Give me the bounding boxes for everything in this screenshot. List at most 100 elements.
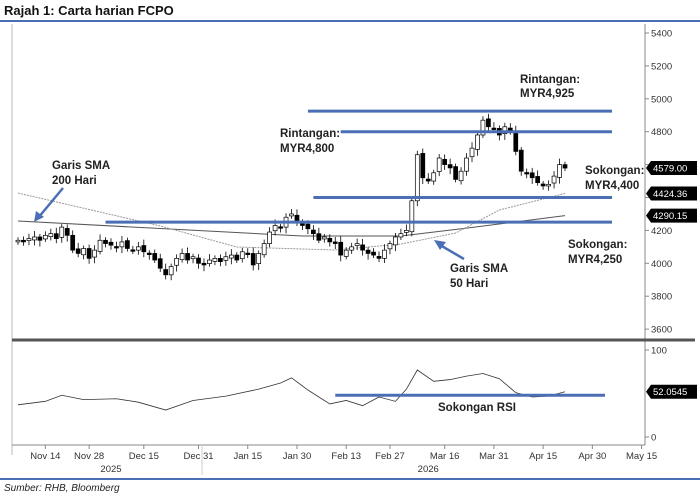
candle-body bbox=[152, 253, 158, 261]
x-tick-label: Dec 31 bbox=[183, 451, 213, 462]
rsi-tick-label: 100 bbox=[651, 346, 667, 357]
value-tag bbox=[646, 384, 697, 399]
x-tick-label: May 15 bbox=[626, 451, 657, 462]
sma50-line bbox=[17, 192, 566, 251]
candle-body bbox=[119, 241, 125, 248]
candle-body bbox=[486, 118, 491, 128]
rsi-support-label: Sokongan RSI bbox=[438, 402, 516, 414]
candle-body bbox=[414, 154, 420, 202]
price-tick-label: 3600 bbox=[651, 325, 672, 336]
level-value: MYR4,925 bbox=[520, 88, 575, 100]
x-tick-label: Apr 15 bbox=[529, 451, 557, 462]
candle-body bbox=[218, 258, 223, 263]
candle-body bbox=[349, 246, 355, 251]
candle-body bbox=[540, 183, 546, 187]
candle-body bbox=[81, 248, 86, 256]
candle-body bbox=[196, 257, 201, 264]
candle-body bbox=[114, 246, 119, 249]
candle-body bbox=[464, 157, 469, 172]
footer-divider bbox=[0, 478, 700, 480]
candle-body bbox=[201, 262, 207, 266]
candle-body bbox=[135, 246, 141, 251]
x-tick-label: Feb 27 bbox=[375, 451, 405, 462]
value-tag-label: 4290.15 bbox=[653, 211, 687, 222]
rsi-tick-label: 0 bbox=[651, 433, 656, 444]
candle-body bbox=[387, 243, 393, 250]
year-label: 2026 bbox=[418, 464, 439, 475]
candle-body bbox=[245, 252, 251, 255]
candle-body bbox=[376, 256, 382, 259]
candle-body bbox=[398, 233, 404, 238]
candle-body bbox=[491, 127, 497, 130]
candle-body bbox=[458, 170, 464, 182]
candle-body bbox=[404, 230, 409, 233]
candle-body bbox=[234, 254, 240, 261]
candle-body bbox=[267, 231, 272, 244]
candle-body bbox=[305, 223, 311, 230]
title-divider bbox=[0, 20, 700, 22]
x-tick-label: Apr 30 bbox=[578, 451, 606, 462]
candle-body bbox=[513, 131, 519, 152]
x-tick-label: Mar 31 bbox=[479, 451, 509, 462]
price-tick-label: 4200 bbox=[651, 226, 672, 237]
candle-body bbox=[535, 176, 541, 184]
x-tick-label: Jan 30 bbox=[283, 451, 312, 462]
candle-body bbox=[278, 226, 283, 229]
candle-body bbox=[146, 252, 152, 255]
x-tick-label: Mar 16 bbox=[430, 451, 460, 462]
level-value: MYR4,400 bbox=[585, 180, 639, 192]
candle-body bbox=[316, 233, 322, 241]
candle-body bbox=[59, 226, 65, 238]
candle-body bbox=[393, 236, 398, 246]
candle-body bbox=[442, 158, 448, 165]
candle-body bbox=[42, 234, 48, 240]
value-tag bbox=[646, 208, 697, 223]
price-tick-label: 3800 bbox=[651, 292, 672, 303]
sma200-annotation: 200 Hari bbox=[52, 175, 97, 187]
candle-body bbox=[360, 244, 365, 251]
candle-body bbox=[174, 258, 179, 266]
candle-body bbox=[382, 249, 387, 259]
candle-body bbox=[64, 228, 70, 236]
candle-body bbox=[447, 164, 453, 169]
candle-body bbox=[524, 172, 530, 175]
candle-body bbox=[163, 269, 169, 276]
candle-body bbox=[354, 243, 360, 246]
candle-body bbox=[365, 249, 371, 254]
candle-body bbox=[250, 253, 256, 266]
candle-body bbox=[469, 147, 475, 158]
price-tick-label: 4800 bbox=[651, 127, 672, 138]
candle-body bbox=[130, 249, 136, 252]
chart-title: Rajah 1: Carta harian FCPO bbox=[4, 3, 174, 18]
x-tick-label: Dec 15 bbox=[129, 451, 159, 462]
candle-body bbox=[420, 153, 426, 179]
candle-body bbox=[157, 258, 163, 269]
candle-body bbox=[261, 243, 267, 256]
rsi-line bbox=[17, 369, 566, 411]
candle-body bbox=[15, 239, 21, 243]
candle-body bbox=[518, 149, 524, 172]
value-tag-label: 4579.00 bbox=[653, 164, 687, 175]
candle-body bbox=[256, 253, 262, 264]
price-tick-label: 5400 bbox=[651, 29, 672, 40]
candle-body bbox=[70, 234, 76, 251]
candle-body bbox=[207, 259, 212, 264]
candle-body bbox=[436, 157, 442, 172]
level-label: Rintangan: bbox=[520, 74, 580, 86]
candle-body bbox=[125, 240, 130, 249]
candle-body bbox=[103, 239, 108, 244]
sma200-annotation: Garis SMA bbox=[52, 160, 110, 172]
candle-body bbox=[223, 256, 229, 261]
candle-body bbox=[92, 249, 97, 258]
value-tag-label: 4424.36 bbox=[653, 189, 687, 200]
price-tick-label: 5000 bbox=[651, 94, 672, 105]
level-label: Rintangan: bbox=[280, 128, 340, 140]
price-tick-label: 5200 bbox=[651, 61, 672, 72]
candle-body bbox=[179, 253, 185, 261]
candle-body bbox=[562, 164, 568, 169]
level-label: Sokongan: bbox=[585, 165, 644, 177]
candle-body bbox=[529, 172, 535, 179]
x-tick-label: Feb 13 bbox=[331, 451, 361, 462]
